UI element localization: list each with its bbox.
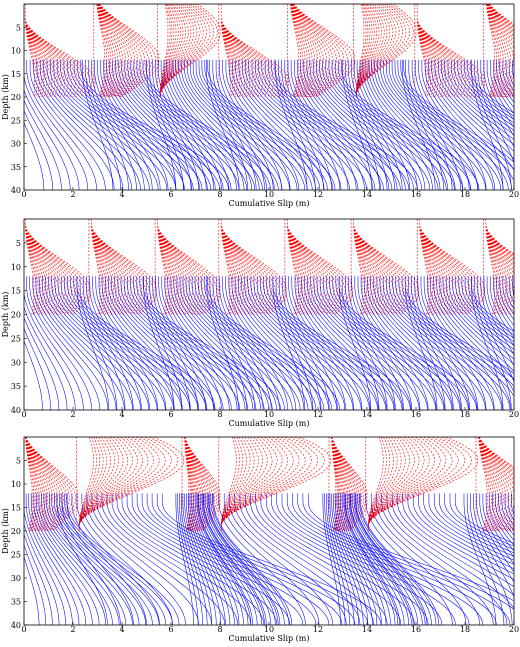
red-contour-event-1	[25, 4, 95, 97]
x-tick-label: 4	[119, 625, 124, 634]
x-tick-label: 12	[313, 190, 323, 199]
x-tick-label: 6	[168, 625, 173, 634]
y-tick-label: 30	[11, 358, 21, 367]
blue-contour-event-6	[343, 60, 520, 190]
x-tick-label: 18	[460, 190, 470, 199]
x-tick-label: 20	[509, 410, 519, 419]
x-tick-label: 0	[21, 410, 26, 419]
chart-panel-1: 0 2 4 6 8 10 12 14 16 18 20 5 10 15 20 25 30 35 40 Cumulati…	[1, 4, 520, 208]
x-tick-label: 20	[509, 190, 519, 199]
red-contour-event-2	[79, 437, 183, 531]
x-tick-label: 18	[460, 625, 470, 634]
x-tick-label: 2	[70, 190, 75, 199]
red-contour-event-6	[368, 437, 477, 531]
x-axis-label: Cumulative Slip (m)	[229, 634, 310, 643]
chart-panel-2: 0 2 4 6 8 10 12 14 16 18 20 5 10 15 20 25 30 35 40 Cumulati…	[1, 219, 520, 428]
x-tick-label: 4	[119, 190, 124, 199]
x-tick-label: 16	[411, 410, 421, 419]
red-contour-event-8	[486, 4, 520, 97]
red-contour-event-5	[287, 219, 352, 315]
chart-panel-3: 0 2 4 6 8 10 12 14 16 18 20 5 10 15 20 25 30 35 40 Cumulati…	[1, 437, 520, 643]
x-tick-label: 12	[313, 625, 323, 634]
x-tick-label: 8	[217, 625, 222, 634]
x-tick-label: 20	[509, 625, 519, 634]
x-tick-label: 16	[411, 625, 421, 634]
y-tick-label: 10	[11, 47, 21, 56]
x-tick-label: 6	[168, 190, 173, 199]
y-tick-label: 35	[11, 382, 21, 391]
y-tick-label: 40	[11, 406, 21, 415]
y-tick-label: 40	[11, 186, 21, 195]
plot-area	[10, 4, 520, 190]
y-tick-label: 30	[11, 140, 21, 149]
x-tick-label: 0	[21, 625, 26, 634]
red-contour-event-3	[185, 437, 221, 531]
y-tick-label: 10	[11, 480, 21, 489]
red-contour-event-7	[417, 4, 484, 97]
y-tick-label: 25	[11, 334, 21, 343]
red-contour-event-4	[221, 437, 330, 531]
y-tick-label: 5	[16, 457, 21, 466]
x-tick-label: 12	[313, 410, 323, 419]
x-tick-label: 14	[362, 625, 372, 634]
x-tick-label: 14	[362, 410, 372, 419]
y-tick-label: 35	[11, 598, 21, 607]
red-contour-event-2	[91, 219, 156, 315]
red-contour-event-1	[25, 219, 90, 315]
y-tick-label: 15	[11, 70, 21, 79]
x-tick-label: 2	[70, 410, 75, 419]
y-tick-label: 5	[16, 23, 21, 32]
y-axis-label: Depth (km)	[1, 74, 10, 120]
x-tick-label: 4	[119, 410, 124, 419]
plot-area	[11, 219, 520, 410]
y-tick-label: 5	[16, 239, 21, 248]
x-tick-label: 8	[217, 190, 222, 199]
x-tick-label: 14	[362, 190, 372, 199]
x-tick-label: 18	[460, 410, 470, 419]
y-tick-label: 20	[11, 93, 21, 102]
red-contour-event-4	[221, 219, 286, 315]
x-tick-label: 2	[70, 625, 75, 634]
x-tick-label: 16	[411, 190, 421, 199]
x-axis-label: Cumulative Slip (m)	[229, 419, 310, 428]
x-tick-label: 10	[264, 190, 274, 199]
y-tick-label: 30	[11, 574, 21, 583]
red-contour-event-3	[158, 219, 221, 315]
y-tick-label: 40	[11, 621, 21, 630]
y-tick-label: 15	[11, 504, 21, 513]
y-tick-label: 20	[11, 527, 21, 536]
x-axis-label: Cumulative Slip (m)	[229, 199, 310, 208]
red-contour-event-4	[221, 4, 288, 97]
x-tick-label: 10	[264, 410, 274, 419]
y-tick-label: 25	[11, 116, 21, 125]
red-contour-event-7	[420, 219, 485, 315]
red-contour-event-6	[354, 219, 419, 315]
y-tick-label: 35	[11, 163, 21, 172]
x-tick-label: 0	[21, 190, 26, 199]
x-tick-label: 10	[264, 625, 274, 634]
y-tick-label: 25	[11, 551, 21, 560]
x-tick-label: 8	[217, 410, 222, 419]
y-axis-label: Depth (km)	[1, 292, 10, 338]
y-tick-label: 10	[11, 263, 21, 272]
y-tick-label: 20	[11, 311, 21, 320]
y-tick-label: 15	[11, 287, 21, 296]
plot-area	[13, 437, 520, 625]
red-contour-event-5	[332, 437, 368, 531]
x-tick-label: 6	[168, 410, 173, 419]
y-axis-label: Depth (km)	[1, 508, 10, 554]
